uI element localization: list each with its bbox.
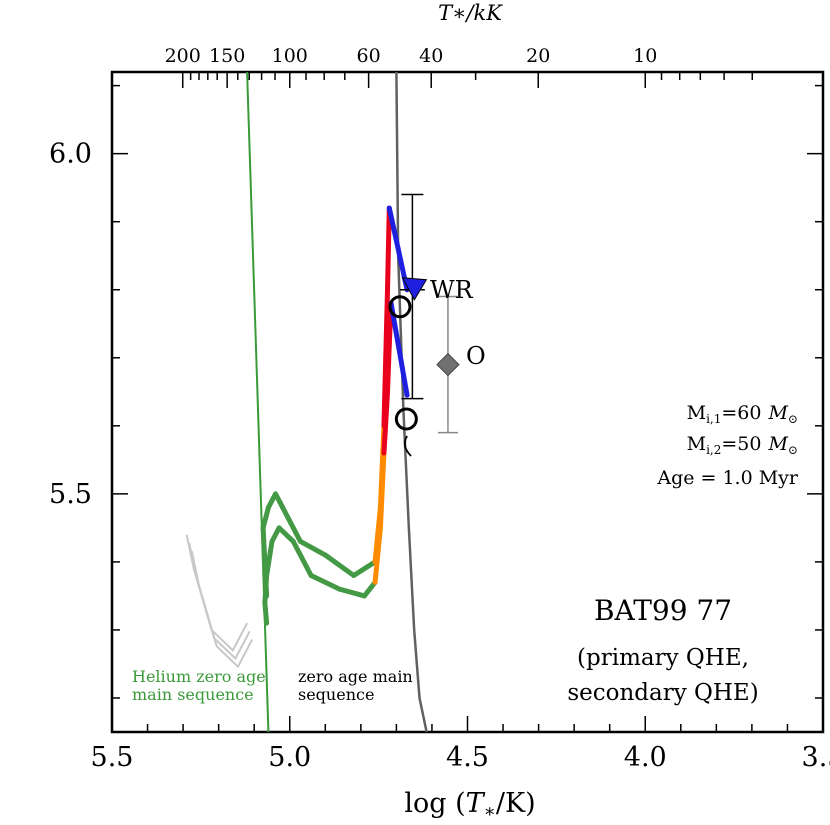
primary-track-line [383,287,391,361]
scenario-line-1: (primary QHE, [577,645,749,671]
secondary-track-line [372,525,383,585]
top-tick-label: 20 [526,45,550,67]
secondary-track-line [262,573,270,606]
primary-track-line [297,538,328,558]
y-tick-labels: 5.5 6.0 [49,139,92,510]
chart-lines [185,72,428,732]
x-tick-label: 5.0 [268,742,311,773]
x-tick-label: 4.5 [446,742,489,773]
grey-track-line [188,542,251,661]
secondary-track-line [264,538,275,579]
secondary-wr-phase-line [388,300,410,398]
scenario-line-2: secondary QHE) [567,680,758,706]
top-tick-label: 10 [633,45,657,67]
x-tick-labels: 5.5 5.0 4.5 4.0 3.5 [91,742,830,773]
secondary-track-line [377,450,387,531]
primary-track-line [273,491,286,510]
o-label: O [466,342,486,370]
helium-zams-line [246,72,270,732]
secondary-track-line [337,586,367,599]
primary-wr-phase-line [386,205,410,293]
primary-track-line [260,504,271,531]
track-end-hook [403,435,412,457]
secondary-track-line [290,538,314,579]
top-tick-label: 40 [419,45,443,67]
plot-frame [110,70,825,734]
zams-line [395,72,428,732]
grey-track-line [190,550,254,669]
top-axis-label: T∗/kK [438,1,503,25]
x-tick-label: 5.5 [91,742,134,773]
zams-label-line-1: zero age main [298,667,413,686]
secondary-track-line [262,600,270,626]
x-tick-label: 4.0 [624,742,667,773]
secondary-track-line [308,573,343,592]
hezams-label-line-1: Helium zero age [132,667,266,686]
x-axis-label: log (T∗/K) [404,788,535,822]
primary-track-line [385,205,392,293]
secondary-track-line [385,341,392,395]
wr-label: WR [430,276,474,304]
age-label: Age = 1.0 Myr [656,467,799,489]
mass-2-label: Mi,2=50 M⊙ [687,433,798,457]
secondary-track-line [276,525,296,544]
object-name: BAT99 77 [594,594,732,627]
top-tick-label: 200 [165,45,201,67]
top-tick-label: 150 [209,45,245,67]
x-tick-label: 3.5 [802,742,830,773]
primary-track-line [322,552,357,579]
model-position-circle [388,295,412,319]
wr-star-marker [401,277,428,301]
hezams-label-line-2: main sequence [132,685,254,704]
top-tick-labels: 200 150 100 60 40 20 10 [165,45,658,67]
model-position-circle [394,407,418,431]
top-tick-label: 60 [357,45,381,67]
secondary-track-line [361,579,378,599]
y-tick-label: 5.5 [49,479,92,510]
primary-track-line [351,559,378,579]
primary-track-line [280,504,303,544]
axis-ticks [111,72,824,732]
y-tick-label: 6.0 [49,139,92,170]
zams-label-line-2: sequence [298,685,374,704]
chart-markers [388,193,460,457]
top-tick-label: 100 [272,45,308,67]
o-star-marker [436,352,460,377]
mass-1-label: Mi,1=60 M⊙ [687,402,798,426]
secondary-track-line [381,389,391,456]
primary-track-line [260,525,268,565]
grey-track-line [185,534,248,652]
